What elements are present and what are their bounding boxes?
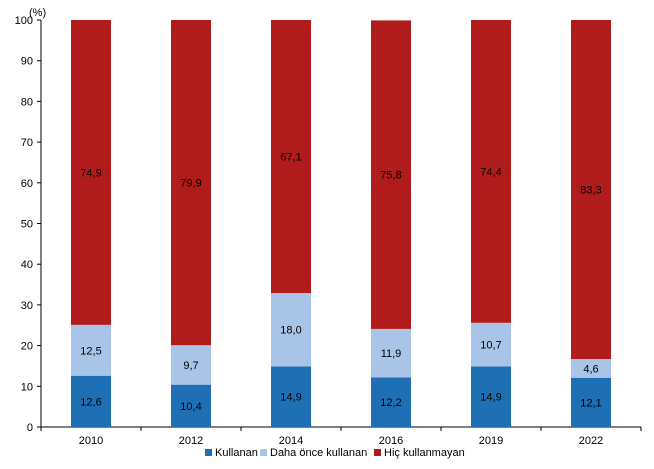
bar-segment — [471, 366, 511, 427]
bar-segment — [371, 328, 411, 378]
bar-segment — [71, 20, 111, 325]
data-label: 4,6 — [583, 363, 598, 375]
legend-swatch — [205, 449, 212, 456]
y-tick-label: 40 — [21, 259, 33, 271]
data-label: 10,4 — [180, 401, 201, 413]
axes: 0 10 20 30 40 50 60 70 80 90 100(%) 2010 2012 2014 201… — [15, 7, 642, 447]
legend-swatch — [374, 449, 381, 456]
data-label: 14,9 — [280, 392, 301, 404]
data-label: 10,7 — [480, 340, 501, 352]
y-tick-label: 30 — [21, 300, 33, 312]
data-label: 75,8 — [380, 170, 401, 182]
bar-segment — [171, 345, 211, 385]
bar-segment — [171, 20, 211, 346]
y-unit-label: (%) — [29, 7, 46, 19]
data-label: 12,1 — [580, 397, 601, 409]
data-label: 9,7 — [183, 360, 198, 372]
bar-segment — [271, 293, 311, 367]
bar-segment — [71, 324, 111, 376]
bars — [71, 20, 611, 427]
data-label: 79,9 — [180, 178, 201, 190]
data-label: 18,0 — [280, 325, 301, 337]
y-tick-label: 20 — [21, 341, 33, 353]
y-tick-label: 60 — [21, 178, 33, 190]
data-label: 74,4 — [480, 166, 501, 178]
x-tick-label: 2022 — [579, 435, 603, 447]
bar-segment — [571, 377, 611, 427]
bar-segment — [571, 20, 611, 360]
bar-segment — [471, 20, 511, 323]
legend-label: Hiç kullanmayan — [384, 447, 465, 459]
data-label: 83,3 — [580, 185, 601, 197]
bar-segment — [371, 377, 411, 427]
y-tick-label: 90 — [21, 56, 33, 68]
legend-label: Kullanan — [215, 447, 258, 459]
y-tick-label: 70 — [21, 137, 33, 149]
data-label: 12,6 — [80, 396, 101, 408]
x-tick-label: 2014 — [279, 435, 303, 447]
data-label: 74,9 — [80, 167, 101, 179]
bar-segment — [371, 20, 411, 329]
x-tick-label: 2019 — [479, 435, 503, 447]
bar-segment — [271, 366, 311, 427]
data-label: 12,5 — [80, 345, 101, 357]
data-label: 12,2 — [380, 397, 401, 409]
bar-segment — [271, 20, 311, 294]
y-tick-label: 80 — [21, 96, 33, 108]
data-label: 14,9 — [480, 392, 501, 404]
data-label: 67,1 — [280, 152, 301, 164]
data-label: 11,9 — [381, 348, 402, 360]
bar-segment — [471, 322, 511, 367]
x-tick-label: 2012 — [179, 435, 203, 447]
x-tick-label: 2010 — [79, 435, 103, 447]
x-tick-label: 2016 — [379, 435, 403, 447]
bar-segment — [71, 375, 111, 427]
data-labels: 12,6 12,5 74,9 10,4 9,7 79,9 14,9 18,0 67,1 12,2 1… — [80, 152, 601, 413]
y-tick-label: 50 — [21, 219, 33, 231]
y-tick-label: 10 — [21, 381, 33, 393]
bar-segment — [171, 384, 211, 427]
y-tick-label: 0 — [27, 422, 33, 434]
y-tick-label: 100 — [15, 15, 33, 27]
bar-segment — [571, 359, 611, 378]
legend-swatch — [260, 449, 267, 456]
legend: Kullanan Daha önce kullanan Hiç kullanmaya… — [205, 447, 465, 459]
legend-label: Daha önce kullanan — [270, 447, 367, 459]
